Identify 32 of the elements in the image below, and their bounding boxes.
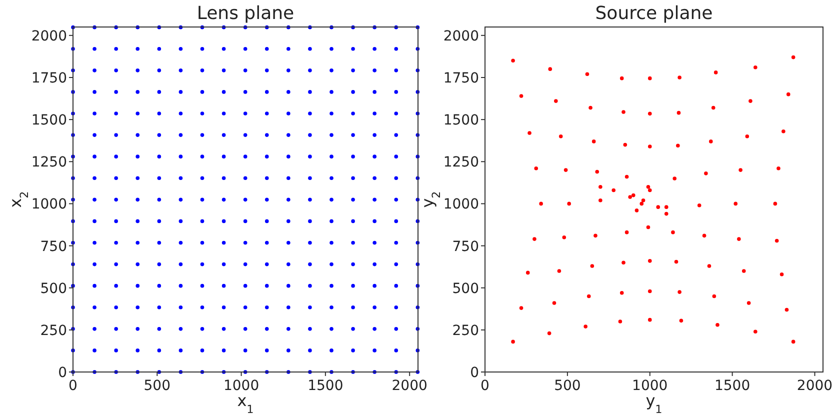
y-tick-label: 1250: [31, 154, 67, 171]
x-tick-label: 0: [480, 378, 490, 394]
y-tick-label: 1500: [31, 112, 67, 129]
chart-title: Source plane: [595, 3, 713, 24]
y-tick-label: 750: [452, 238, 479, 255]
x-tick-label: 500: [554, 378, 581, 394]
y-tick-label: 500: [40, 280, 67, 297]
x-tick-label: 0: [68, 378, 78, 394]
y-tick-label: 0: [470, 365, 479, 381]
x-tick-label: 500: [144, 378, 171, 394]
x-tick-label: 1000: [632, 378, 668, 394]
y-tick-label: 2000: [31, 28, 67, 44]
x-tick-label: 1500: [308, 378, 344, 394]
y-tick-label: 250: [452, 322, 479, 339]
y-tick-label: 250: [40, 322, 67, 339]
y-tick-label: 1500: [443, 112, 479, 129]
y-tick-label: 500: [452, 280, 479, 297]
x-axis-title: y$_{1}$: [646, 391, 662, 414]
chart-title: Lens plane: [196, 3, 294, 24]
y-tick-label: 1000: [443, 196, 479, 213]
y-tick-label: 1750: [31, 70, 67, 86]
x-tick-label: 1500: [714, 378, 750, 394]
y-tick-label: 750: [40, 238, 67, 255]
y-tick-label: 1000: [31, 196, 67, 213]
x-tick-label: 2000: [392, 378, 428, 394]
y-tick-label: 0: [58, 365, 67, 381]
y-tick-label: 2000: [443, 28, 479, 44]
y-tick-label: 1750: [443, 70, 479, 86]
y-tick-label: 1250: [443, 154, 479, 171]
x-axis-title: x$_{1}$: [237, 391, 254, 414]
x-tick-label: 1000: [223, 378, 260, 394]
x-tick-label: 2000: [796, 378, 833, 394]
